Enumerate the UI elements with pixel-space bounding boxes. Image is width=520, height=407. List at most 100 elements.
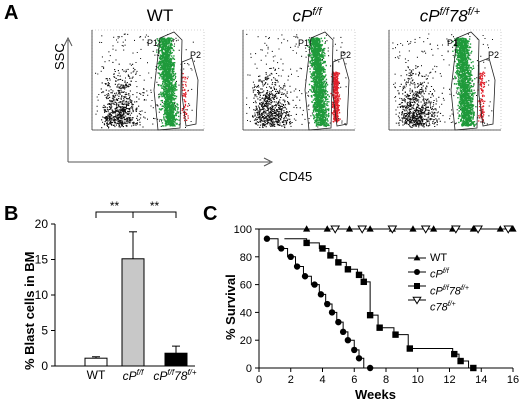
gate-p2-outline [478, 57, 496, 127]
flow-panels [63, 29, 502, 167]
bar-x-tick: cPf/f78f/+ [153, 368, 197, 383]
survival-point [335, 318, 342, 326]
legend-entry-cpff: cPf/f [430, 268, 449, 281]
flow-x-label: CD45 [279, 169, 313, 184]
survival-y-tick-label: 40 [240, 307, 252, 319]
flow-scatter-green [155, 37, 180, 127]
bar-x-tick: WT [86, 368, 106, 382]
survival-y-tick-label: 0 [246, 363, 252, 375]
survival-point [376, 324, 383, 331]
survival-x-tick-label: 0 [256, 374, 262, 386]
legend-marker [413, 254, 421, 261]
survival-point [355, 271, 363, 279]
survival-point [451, 350, 458, 358]
flow-plot [388, 29, 502, 131]
gate-label-p2: P2 [340, 50, 352, 60]
gate-p2-outline [332, 57, 350, 127]
flow-plot [242, 29, 356, 131]
survival-point [351, 346, 358, 354]
legend-entry-cpff78: cPf/f78f/+ [430, 284, 469, 298]
gate-p1-outline [304, 31, 334, 131]
survival-point [344, 337, 352, 344]
gate-label-p2: P2 [190, 50, 202, 60]
flow-scatter-green [307, 37, 330, 127]
survival-legend: WT cPf/f cPf/f78f/+ c78f/+ [430, 251, 469, 315]
gate-label-p2: P2 [488, 50, 500, 60]
survival-x-tick-label: 6 [351, 374, 357, 386]
flow-scatter-black [95, 33, 195, 129]
survival-point [301, 273, 309, 280]
survival-point [293, 263, 301, 270]
survival-point [263, 235, 271, 242]
bar-x-tick: cPf/f [122, 368, 144, 383]
survival-point [303, 225, 311, 232]
survival-point [509, 225, 517, 232]
survival-y-label: % Survival [223, 274, 238, 340]
gate-p1-outline [153, 31, 183, 131]
survival-point [327, 252, 334, 259]
survival-x-tick-label: 8 [383, 374, 389, 386]
survival-point [496, 225, 504, 232]
survival-point [317, 291, 325, 298]
flow-y-arrowhead [63, 36, 73, 47]
bar-y-tick-label: 15 [35, 253, 49, 267]
survival-point [420, 225, 431, 234]
survival-y-tick-label: 20 [240, 335, 252, 347]
survival-point [335, 259, 342, 266]
survival-point [324, 300, 331, 308]
survival-y-tick-label: 80 [240, 252, 252, 264]
legend-entry-wt: WT [430, 252, 448, 264]
flow-x-arrowhead [263, 157, 274, 167]
survival-point [330, 225, 341, 234]
significance-label: ** [150, 199, 160, 213]
survival-x-tick-label: 12 [443, 374, 455, 386]
gate-label-p1: P1 [447, 38, 459, 48]
survival-x-tick-label: 2 [288, 374, 294, 386]
survival-point [344, 266, 352, 273]
panel-label-c: C [203, 203, 218, 225]
survival-x-tick-label: 4 [319, 374, 325, 386]
survival-point [387, 225, 398, 234]
bar-y-tick-label: 5 [41, 324, 48, 338]
gate-label-p1: P1 [298, 38, 310, 48]
bar-y-tick-label: 10 [35, 288, 49, 302]
significance-bracket [132, 211, 177, 218]
survival-y-tick-label: 100 [234, 224, 252, 236]
legend-entry-c78: c78f/+ [430, 301, 456, 314]
survival-point [311, 281, 318, 288]
survival-point [366, 225, 374, 232]
panel-label-b: B [4, 203, 19, 225]
flow-plot [91, 29, 205, 131]
flow-title-cpff78: cPf/f78f/+ [419, 6, 481, 26]
survival-point [457, 357, 464, 365]
bar-y-tick-label: 20 [35, 217, 49, 231]
survival-point [328, 309, 336, 316]
flow-scatter-red [181, 72, 189, 122]
legend-marker [414, 269, 420, 275]
survival-point [470, 364, 477, 372]
survival-point [355, 355, 363, 362]
survival-point [406, 345, 414, 352]
series-line-cpff [266, 238, 365, 368]
survival-point [323, 225, 331, 232]
survival-point [339, 328, 347, 336]
flow-title-wt: WT [146, 6, 174, 25]
survival-point [366, 364, 374, 372]
survival-point [319, 245, 326, 252]
survival-point [450, 225, 461, 234]
survival-point [345, 225, 354, 232]
survival-point [287, 253, 294, 260]
survival-point [366, 311, 374, 319]
survival-point [392, 331, 399, 338]
survival-point [278, 245, 285, 252]
gate-p1-outline [450, 31, 480, 131]
survival-x-tick-label: 14 [475, 374, 487, 386]
survival-point [409, 225, 417, 232]
legend-marker [412, 296, 422, 305]
survival-point [503, 225, 514, 234]
gate-label-p1: P1 [147, 38, 159, 48]
survival-x-tick-label: 10 [412, 374, 424, 386]
survival-y-tick-label: 60 [240, 280, 252, 292]
